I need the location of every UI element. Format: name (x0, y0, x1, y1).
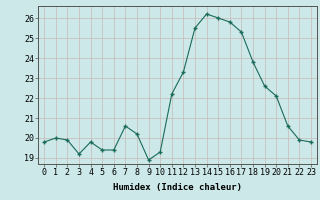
X-axis label: Humidex (Indice chaleur): Humidex (Indice chaleur) (113, 183, 242, 192)
